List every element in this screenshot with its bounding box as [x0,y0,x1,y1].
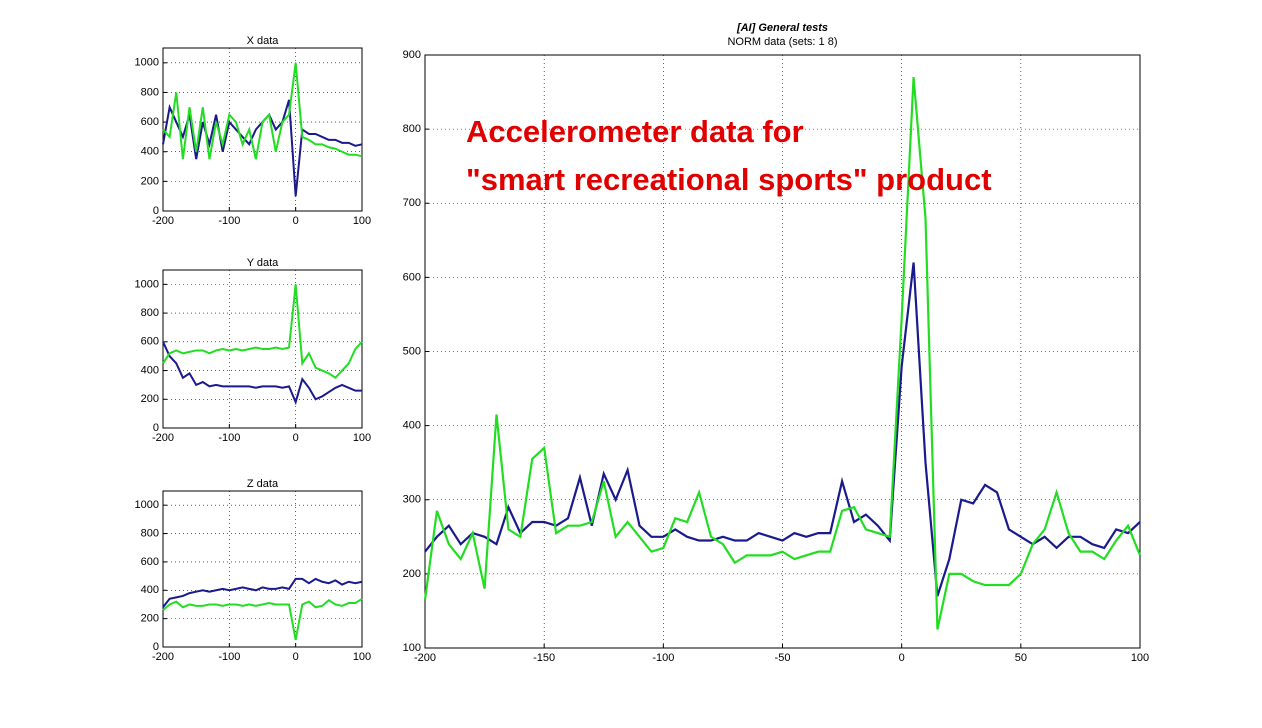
x-tick-label: -200 [152,215,174,227]
y-tick-label: 800 [403,123,421,135]
y-tick-label: 1000 [135,57,159,69]
axes-box [162,490,363,648]
series-line [162,597,363,641]
x-tick-label: 0 [293,651,299,663]
x-tick-label: 0 [293,215,299,227]
y-tick-label: 400 [141,584,159,596]
x-tick-label: -200 [152,651,174,663]
y-tick-label: 200 [141,175,159,187]
y-tick-label: 0 [153,205,159,217]
series-line [424,262,1141,597]
y-tick-label: 400 [141,146,159,158]
x-tick-label: 100 [353,651,371,663]
x-tick-label: -200 [152,432,174,444]
chart-title: [AI] General tests [736,22,828,34]
y-tick-label: 600 [141,336,159,348]
y-tick-label: 800 [141,527,159,539]
chart-title: X data [247,35,280,47]
series-line [162,284,363,380]
y-tick-label: 400 [403,420,421,432]
annotation: "smart recreational sports" product [466,162,992,197]
y-tick-label: 600 [403,271,421,283]
y-tick-label: 0 [153,641,159,653]
y-tick-label: 600 [141,116,159,128]
y-tick-label: 1000 [135,499,159,511]
y-tick-label: 100 [403,642,421,654]
y-tick-label: 1000 [135,278,159,290]
y-tick-label: 600 [141,556,159,568]
y-tick-label: 200 [141,613,159,625]
y-tick-label: 800 [141,86,159,98]
x-tick-label: -100 [652,652,674,664]
y-tick-label: 500 [403,345,421,357]
y-tick-label: 700 [403,197,421,209]
x-tick-label: -50 [775,652,791,664]
y-tick-label: 300 [403,494,421,506]
x-tick-label: -100 [218,651,240,663]
y-tick-label: 0 [153,422,159,434]
y-tick-label: 200 [403,568,421,580]
x-tick-label: 0 [899,652,905,664]
y-tick-label: 200 [141,393,159,405]
axes-box [162,47,363,212]
x-tick-label: -150 [533,652,555,664]
y-tick-label: 900 [403,49,421,61]
x-tick-label: -200 [414,652,436,664]
annotation: Accelerometer data for [466,114,804,149]
x-tick-label: 100 [1131,652,1149,664]
series-line [423,77,1142,630]
series-line [162,341,362,406]
x-tick-label: 0 [293,432,299,444]
x-tick-label: 100 [353,432,371,444]
y-tick-label: 400 [141,364,159,376]
x-tick-label: 100 [353,215,371,227]
y-tick-label: 800 [141,307,159,319]
x-tick-label: -100 [218,432,240,444]
x-tick-label: -100 [218,215,240,227]
chart-subtitle: NORM data (sets: 1 8) [727,36,837,48]
x-tick-label: 50 [1015,652,1027,664]
chart-title: Y data [247,257,279,269]
chart-title: Z data [247,478,279,490]
series-line [162,62,363,160]
series-line [162,577,363,608]
